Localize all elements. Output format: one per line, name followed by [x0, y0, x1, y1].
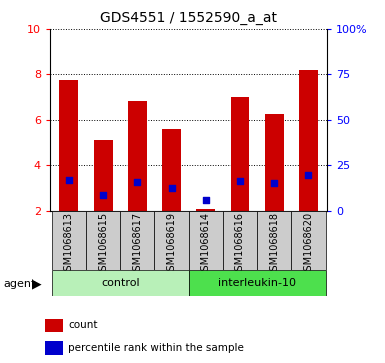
Point	[66, 177, 72, 183]
Point	[100, 192, 106, 197]
Bar	[189, 211, 223, 270]
Bar	[291, 211, 326, 270]
Bar	[189, 270, 326, 296]
Text: agent: agent	[4, 279, 36, 289]
Bar	[231, 97, 249, 211]
Text: GSM1068617: GSM1068617	[132, 212, 142, 277]
Bar	[128, 101, 147, 211]
Bar	[52, 211, 86, 270]
Point	[305, 172, 311, 178]
Text: count: count	[68, 321, 97, 330]
Bar	[45, 342, 63, 355]
Bar	[162, 129, 181, 211]
Bar	[257, 211, 291, 270]
Point	[203, 197, 209, 203]
Text: GSM1068618: GSM1068618	[269, 212, 279, 277]
Text: interleukin-10: interleukin-10	[218, 278, 296, 288]
Bar	[94, 140, 112, 211]
Point	[134, 179, 141, 185]
Text: control: control	[101, 278, 139, 288]
Bar	[223, 211, 257, 270]
Text: ▶: ▶	[32, 277, 41, 290]
Bar	[265, 114, 284, 211]
Bar	[299, 70, 318, 211]
Text: GSM1068614: GSM1068614	[201, 212, 211, 277]
Text: GSM1068615: GSM1068615	[98, 212, 108, 277]
Text: GSM1068619: GSM1068619	[167, 212, 177, 277]
Text: GSM1068620: GSM1068620	[303, 212, 313, 277]
Bar	[154, 211, 189, 270]
Bar	[196, 209, 215, 211]
Bar	[86, 211, 120, 270]
Title: GDS4551 / 1552590_a_at: GDS4551 / 1552590_a_at	[100, 11, 277, 25]
Bar	[45, 319, 63, 332]
Bar	[52, 270, 189, 296]
Point	[169, 185, 175, 191]
Bar	[59, 80, 78, 211]
Text: GSM1068613: GSM1068613	[64, 212, 74, 277]
Point	[271, 180, 277, 186]
Bar	[120, 211, 154, 270]
Point	[237, 178, 243, 184]
Text: GSM1068616: GSM1068616	[235, 212, 245, 277]
Text: percentile rank within the sample: percentile rank within the sample	[68, 343, 244, 353]
